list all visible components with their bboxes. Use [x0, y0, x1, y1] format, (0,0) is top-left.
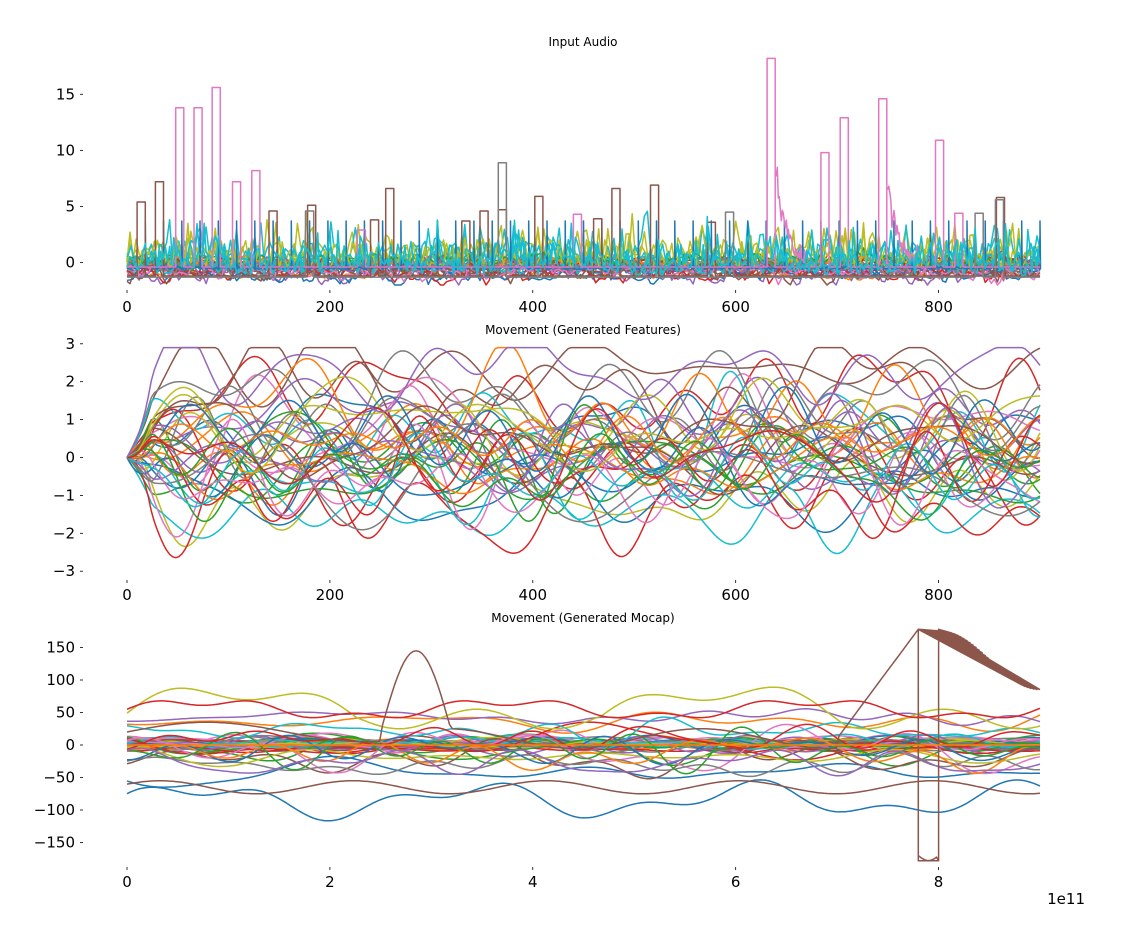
y-axis: 0 5 10 15: [56, 85, 83, 272]
x-axis: 0 200 400 600 800: [122, 290, 953, 316]
feature-series: [126, 415, 1041, 540]
panel-input-audio: Input Audio 0 5 10 15 0 200 400 600 800: [56, 35, 1042, 316]
x-axis: 0 2 4 6 8: [122, 867, 943, 891]
x-offset-label: 1e11: [1047, 890, 1085, 908]
y-tick-label: −100: [34, 801, 75, 819]
feature-series: [127, 385, 1041, 475]
y-tick-label: 1: [65, 411, 75, 429]
y-tick-label: 15: [56, 85, 75, 103]
x-tick-label: 0: [122, 298, 132, 316]
mocap-series: [126, 779, 1041, 822]
y-tick-label: 150: [46, 639, 75, 657]
mocap-series: [127, 708, 1041, 727]
x-tick-label: 6: [731, 873, 741, 891]
feature-series: [126, 376, 1041, 474]
x-tick-label: 200: [316, 586, 345, 604]
x-tick-label: 400: [518, 298, 547, 316]
mocap-series: [127, 734, 1040, 766]
y-tick-label: −3: [53, 562, 75, 580]
mocap-series: [126, 723, 1041, 751]
y-axis: −150 −100 −50 0 50 100 150: [34, 639, 83, 852]
audio-pulse-series: [127, 181, 1040, 277]
feature-series: [126, 432, 1041, 508]
feature-series: [126, 399, 1041, 493]
panel-generated-features: Movement (Generated Features) −3 −2 −1 0 1 2 3…: [53, 323, 1041, 604]
series-group: [126, 57, 1042, 286]
chart-title: Movement (Generated Features): [485, 323, 681, 337]
audio-pulse-series: [127, 161, 1040, 278]
x-tick-label: 200: [316, 298, 345, 316]
panel-generated-mocap: Movement (Generated Mocap) −150 −100 −50 0 5…: [34, 611, 1085, 908]
feature-series: [126, 423, 1041, 531]
x-tick-label: 8: [934, 873, 944, 891]
y-tick-label: 0: [65, 736, 75, 754]
feature-series: [126, 402, 1041, 503]
y-tick-label: 2: [65, 373, 75, 391]
series-group: [126, 628, 1041, 862]
x-tick-label: 0: [122, 873, 132, 891]
y-tick-label: −150: [34, 834, 75, 852]
y-tick-label: 0: [65, 449, 75, 467]
y-axis: −3 −2 −1 0 1 2 3: [53, 335, 83, 580]
feature-series: [126, 432, 1041, 526]
feature-series: [126, 401, 1041, 509]
feature-series: [126, 438, 1041, 504]
x-tick-label: 800: [924, 298, 953, 316]
x-tick-label: 800: [924, 586, 953, 604]
mocap-series: [126, 716, 1041, 749]
feature-series: [126, 349, 1041, 458]
x-axis: 0 200 400 600 800: [122, 580, 953, 604]
feature-series: [126, 346, 1041, 458]
x-tick-label: 2: [325, 873, 335, 891]
y-tick-label: −2: [53, 524, 75, 542]
audio-series: [775, 166, 807, 264]
y-tick-label: 0: [65, 254, 75, 272]
feature-series: [126, 455, 1041, 548]
mocap-series: [126, 700, 1041, 719]
feature-series: [126, 427, 1041, 521]
audio-pulse-series: [127, 57, 1040, 268]
feature-series: [126, 377, 1041, 472]
x-tick-label: 600: [721, 586, 750, 604]
chart-title: Input Audio: [549, 35, 618, 49]
mocap-series: [126, 726, 1041, 775]
mocap-series: [126, 737, 1041, 775]
y-tick-label: 5: [65, 197, 75, 215]
mocap-series: [126, 780, 1041, 795]
feature-series: [126, 346, 1041, 458]
feature-series: [126, 346, 1041, 459]
feature-series: [126, 452, 1041, 559]
y-tick-label: 50: [56, 704, 75, 722]
audio-series: [126, 215, 1041, 277]
mocap-series: [126, 686, 1041, 730]
feature-series: [127, 415, 1041, 464]
y-tick-label: −1: [53, 486, 75, 504]
y-tick-label: 100: [46, 671, 75, 689]
x-tick-label: 400: [518, 586, 547, 604]
audio-series: [126, 258, 1041, 286]
mocap-series: [126, 737, 1041, 780]
y-tick-label: 3: [65, 335, 75, 353]
feature-series: [126, 426, 1041, 507]
x-tick-label: 600: [721, 298, 750, 316]
series-group: [126, 346, 1041, 559]
x-tick-label: 4: [528, 873, 538, 891]
audio-series: [887, 185, 919, 264]
y-tick-label: 10: [56, 141, 75, 159]
feature-series: [126, 436, 1041, 526]
feature-series: [126, 404, 1041, 523]
feature-series: [126, 418, 1041, 538]
mocap-series: [126, 747, 1041, 777]
y-tick-label: −50: [43, 769, 75, 787]
x-tick-label: 0: [122, 586, 132, 604]
chart-title: Movement (Generated Mocap): [491, 611, 674, 625]
mocap-series: [126, 752, 1041, 778]
